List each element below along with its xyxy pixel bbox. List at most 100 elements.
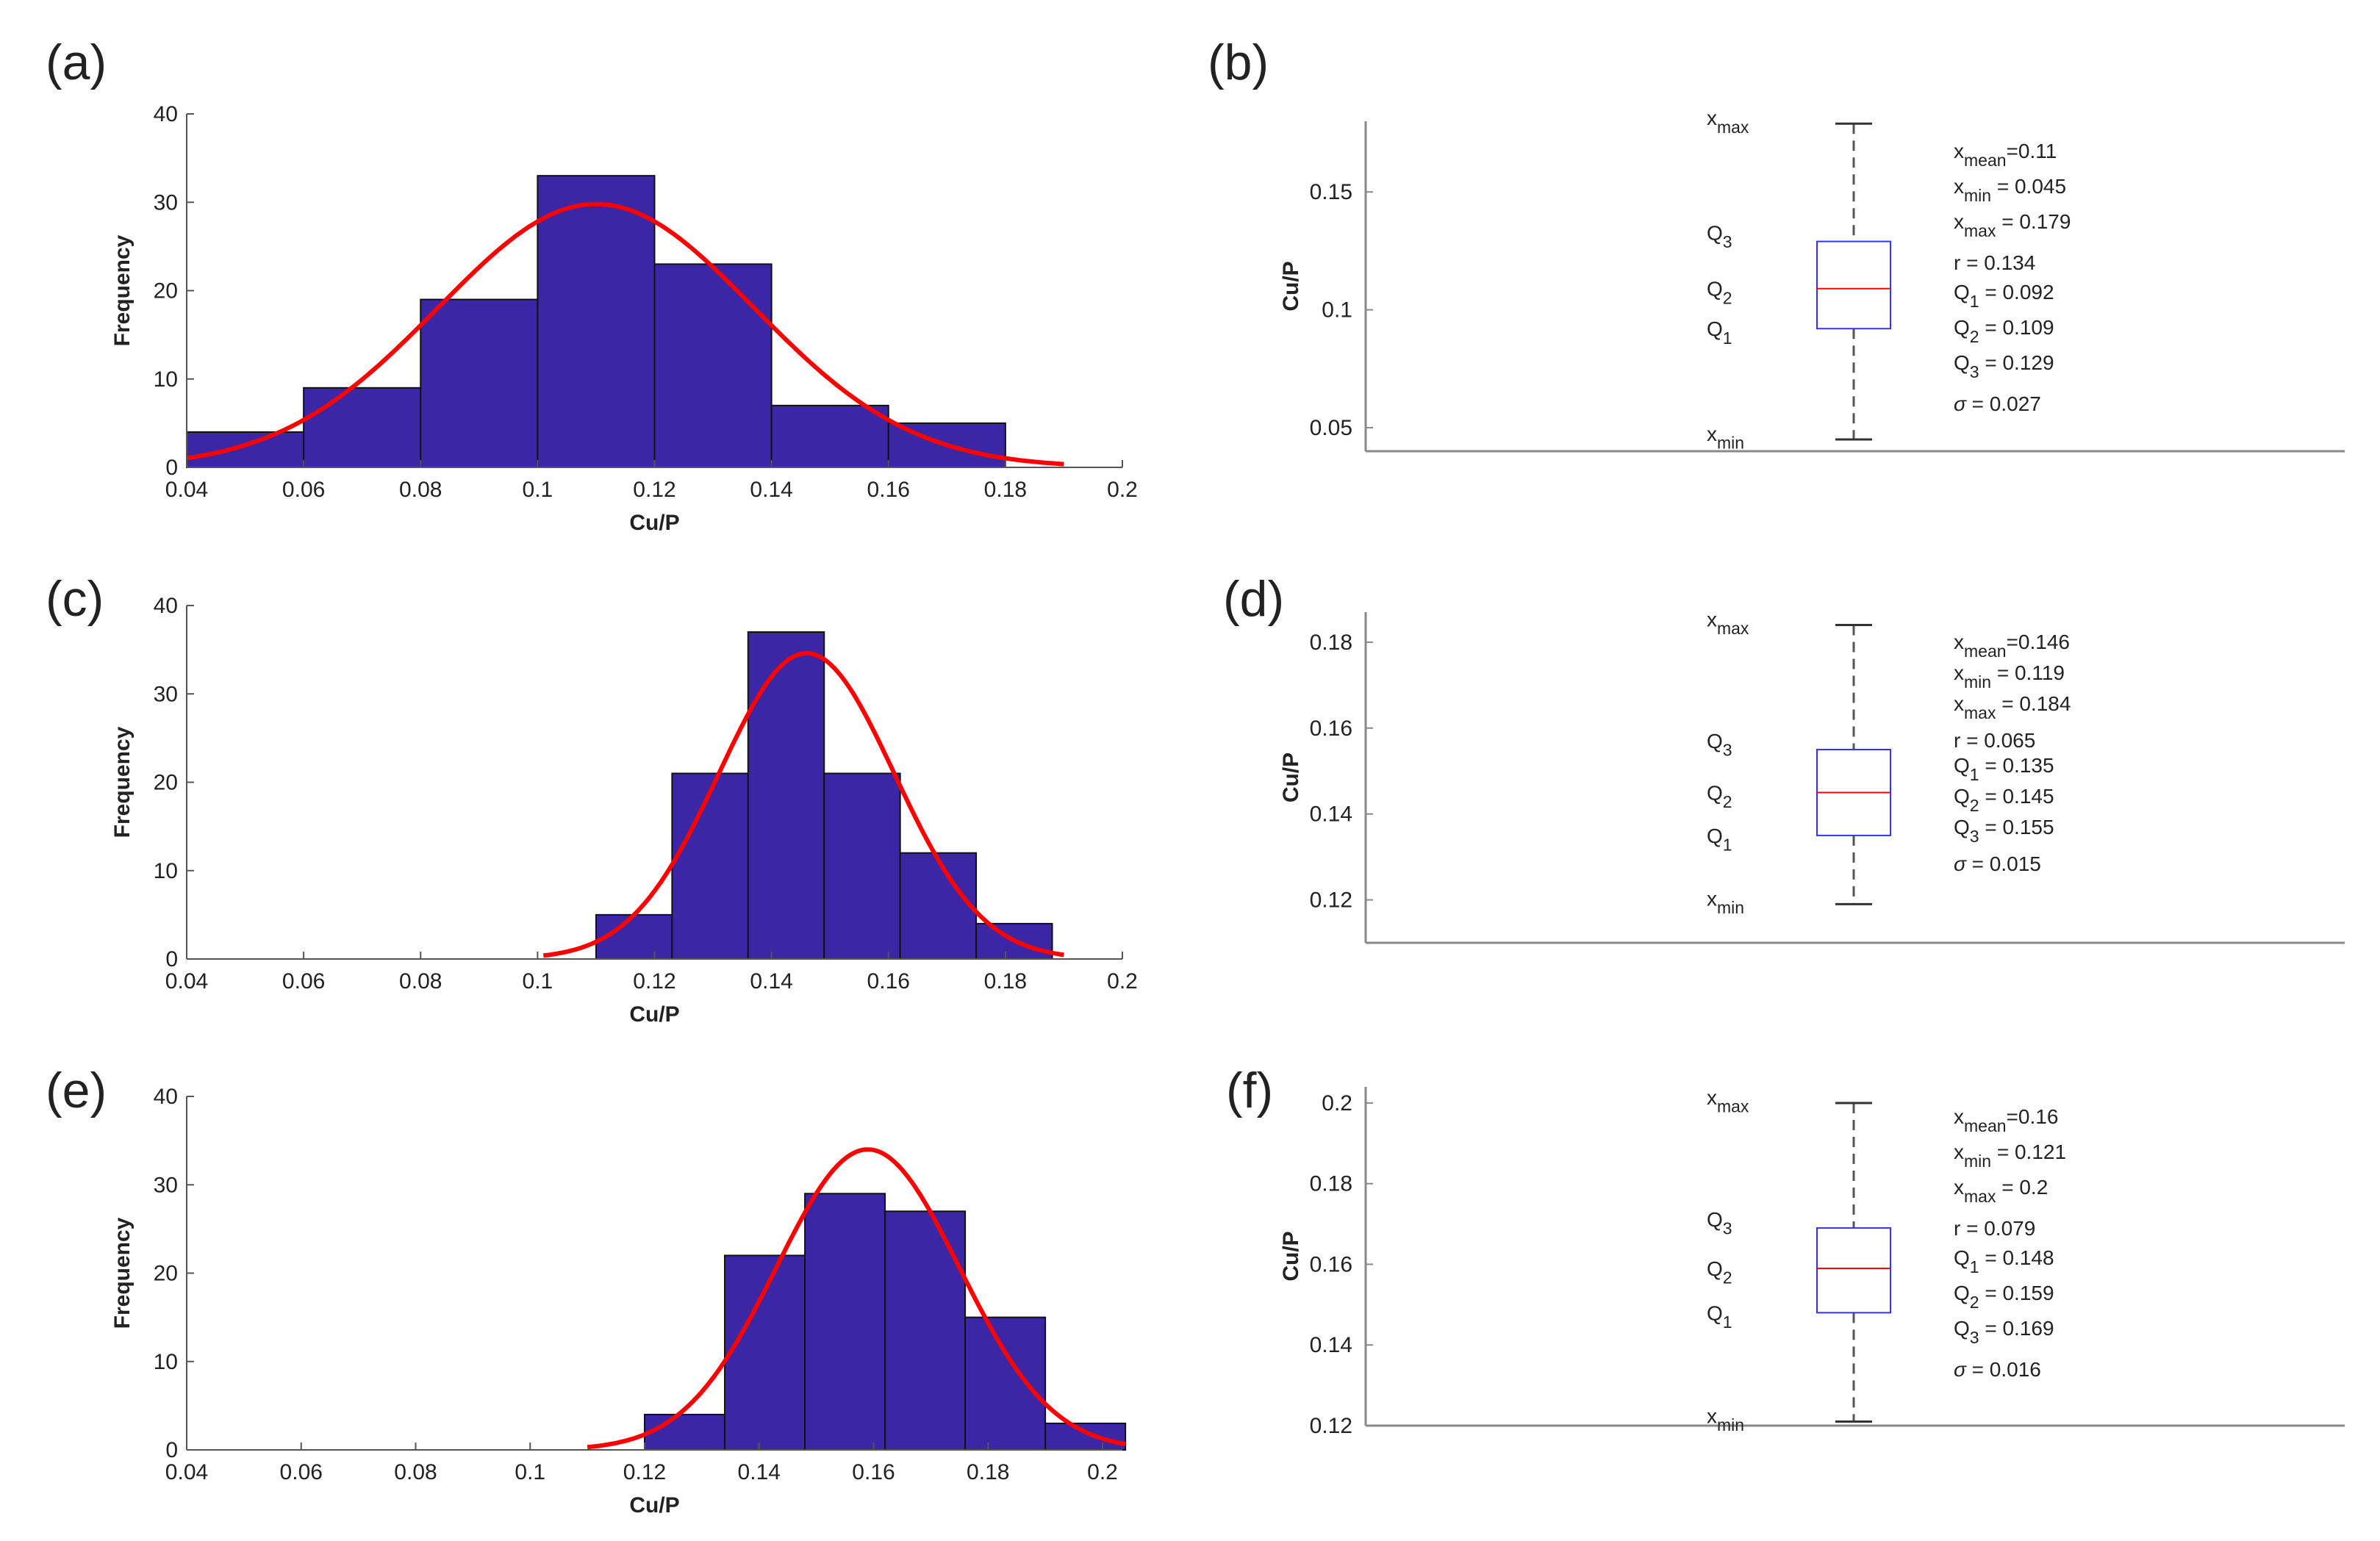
y-tick-label: 0.1 [1322, 298, 1352, 323]
stat-max: xmax = 0.184 [1954, 692, 2071, 722]
x-tick-label: 0.04 [165, 1460, 208, 1484]
x-axis-label: Cu/P [629, 1493, 679, 1517]
stat-max: xmax = 0.2 [1954, 1176, 2048, 1206]
x-tick-label: 0.06 [282, 478, 325, 502]
x-tick-label: 0.14 [738, 1460, 781, 1484]
y-tick-label: 40 [154, 594, 178, 618]
q2-label: Q2 [1707, 1257, 1732, 1287]
y-tick-label: 0 [165, 947, 178, 971]
y-tick-label: 0.12 [1310, 1414, 1352, 1438]
y-tick-label: 0.16 [1310, 716, 1352, 741]
y-tick-label: 10 [154, 367, 178, 392]
x-tick-label: 0.1 [523, 969, 553, 994]
normal-fit-curve [542, 650, 1064, 958]
x-tick-label: 0.2 [1107, 969, 1138, 994]
y-tick-label: 0.14 [1310, 1333, 1352, 1357]
stat-sigma: σ = 0.027 [1954, 392, 2041, 415]
histogram-bar [804, 1193, 886, 1451]
histogram-bar [653, 263, 773, 468]
y-tick-label: 10 [154, 859, 178, 883]
x-tick-label: 0.16 [867, 478, 910, 502]
x-tick-label: 0.14 [750, 478, 792, 502]
panel-label: (f) [1226, 1063, 1273, 1118]
x-tick-label: 0.12 [633, 478, 675, 502]
histogram-bar [724, 1254, 806, 1451]
y-tick-label: 20 [154, 1262, 178, 1286]
y-axis-label: Frequency [110, 234, 135, 346]
y-tick-label: 0.16 [1310, 1252, 1352, 1276]
q3-label: Q3 [1707, 1208, 1732, 1238]
y-tick-label: 0 [165, 1438, 178, 1462]
x-tick-label: 0.12 [623, 1460, 666, 1484]
stat-range: r = 0.065 [1954, 729, 2035, 752]
histogram-bar [823, 772, 901, 960]
y-axis-label: Frequency [110, 726, 135, 838]
x-axis-label: Cu/P [629, 1002, 679, 1027]
panel-label: (a) [46, 35, 107, 90]
histogram-bar [747, 631, 825, 960]
stat-range: r = 0.134 [1954, 251, 2035, 274]
iqr-box [1816, 1227, 1891, 1314]
stat-q1: Q1 = 0.148 [1954, 1246, 2054, 1276]
x-tick-label: 0.1 [523, 478, 553, 502]
x-tick-label: 0.2 [1107, 478, 1138, 502]
q2-label: Q2 [1707, 278, 1732, 308]
normal-fit-curve [186, 201, 1064, 467]
q1-label: Q1 [1707, 825, 1732, 855]
histogram-bar [644, 1413, 726, 1451]
stat-q3: Q3 = 0.155 [1954, 816, 2054, 846]
y-tick-label: 0.05 [1310, 416, 1352, 440]
y-axis-label: Cu/P [1279, 1231, 1303, 1281]
x-tick-label: 0.08 [399, 478, 442, 502]
histogram-bar [303, 387, 422, 469]
y-tick-label: 30 [154, 1173, 178, 1197]
histogram-bar [1044, 1422, 1127, 1451]
xmin-label: xmin [1707, 887, 1744, 917]
normal-fit-curve [587, 1147, 1126, 1450]
y-tick-label: 0.2 [1322, 1091, 1352, 1116]
y-tick-label: 20 [154, 279, 178, 303]
stat-range: r = 0.079 [1954, 1217, 2035, 1240]
x-tick-label: 0.1 [515, 1460, 545, 1484]
stat-q2: Q2 = 0.145 [1954, 785, 2054, 815]
q1-label: Q1 [1707, 317, 1732, 348]
histogram-bar [671, 772, 749, 960]
x-tick-label: 0.08 [399, 969, 442, 994]
xmin-label: xmin [1707, 1405, 1744, 1435]
y-axis-label: Cu/P [1279, 261, 1303, 311]
boxplot-panel-b: (b) 0.05 0.1 0.15 Cu/P xmax Q3 Q2 Q1 xmin xmean=0.… [1208, 35, 2345, 453]
histogram-panel-a: (a) 0.04 0.06 0.08 0.1 0.12 0.14 0.16 0.18 0.2 0 10… [46, 35, 1138, 535]
y-axis-label: Cu/P [1279, 752, 1303, 802]
stat-q1: Q1 = 0.092 [1954, 281, 2054, 311]
xmin-label: xmin [1707, 423, 1744, 453]
histogram-bar [964, 1316, 1047, 1451]
q3-label: Q3 [1707, 730, 1732, 760]
x-tick-label: 0.04 [165, 478, 208, 502]
panel-label: (d) [1223, 571, 1284, 627]
boxplot-panel-f: (f) 0.12 0.14 0.16 0.18 0.2 Cu/P xmax Q3 Q2 Q1 xmin… [1226, 1063, 2345, 1438]
histogram-bar [899, 852, 978, 960]
stat-min: xmin = 0.119 [1954, 661, 2065, 692]
x-tick-label: 0.12 [633, 969, 675, 994]
x-tick-label: 0.18 [967, 1460, 1009, 1484]
panel-label: (c) [46, 571, 104, 627]
xmax-label: xmax [1707, 107, 1749, 137]
stat-min: xmin = 0.121 [1954, 1141, 2066, 1171]
panel-label: (e) [46, 1063, 107, 1118]
y-tick-label: 0.18 [1310, 1172, 1352, 1196]
stat-mean: xmean=0.146 [1954, 631, 2070, 661]
y-tick-label: 40 [154, 102, 178, 126]
q3-label: Q3 [1707, 222, 1732, 252]
histogram-bar [186, 431, 305, 469]
x-tick-label: 0.18 [984, 478, 1027, 502]
stat-q2: Q2 = 0.159 [1954, 1282, 2054, 1312]
x-tick-label: 0.18 [984, 969, 1027, 994]
x-tick-label: 0.16 [867, 969, 910, 994]
stat-q3: Q3 = 0.169 [1954, 1317, 2054, 1347]
x-tick-label: 0.06 [282, 969, 325, 994]
y-tick-label: 20 [154, 771, 178, 795]
y-tick-label: 0.12 [1310, 888, 1352, 913]
stat-sigma: σ = 0.015 [1954, 852, 2041, 875]
boxplot-panel-d: (d) 0.12 0.14 0.16 0.18 Cu/P xmax Q3 Q2 Q1 xmin xme… [1223, 571, 2345, 944]
